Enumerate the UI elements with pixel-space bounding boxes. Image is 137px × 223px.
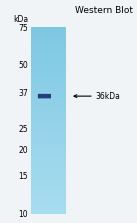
Text: 50: 50: [18, 61, 28, 70]
FancyBboxPatch shape: [38, 94, 51, 98]
Text: 20: 20: [19, 146, 28, 155]
Text: 25: 25: [19, 125, 28, 134]
Text: 36kDa: 36kDa: [96, 92, 121, 101]
Text: kDa: kDa: [13, 15, 28, 24]
Text: 10: 10: [19, 210, 28, 219]
Text: 15: 15: [19, 172, 28, 182]
Text: 75: 75: [18, 24, 28, 33]
Text: Western Blot: Western Blot: [75, 6, 133, 15]
Text: 37: 37: [18, 89, 28, 98]
